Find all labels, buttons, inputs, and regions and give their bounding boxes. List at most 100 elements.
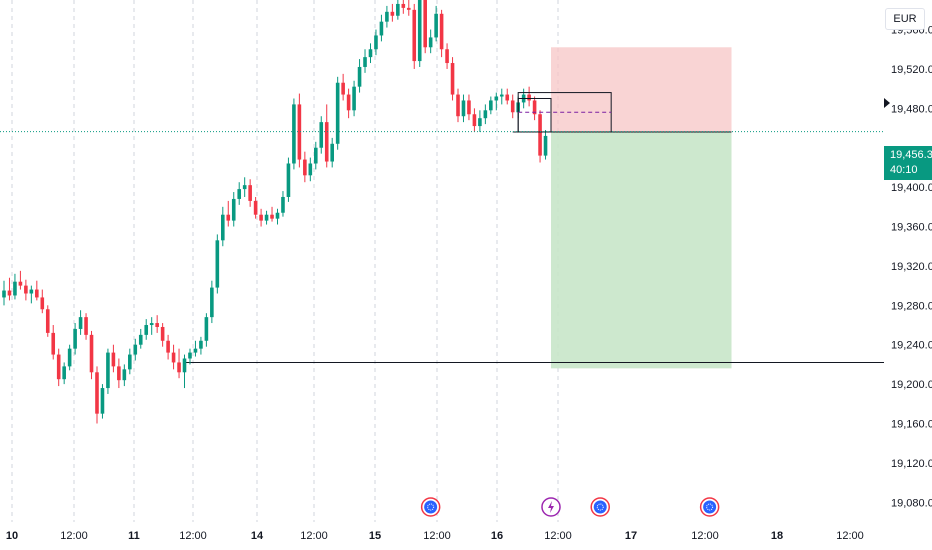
time-tick-label: 12:00	[300, 530, 328, 542]
candle-body	[29, 289, 34, 294]
candle-body	[84, 317, 88, 335]
candle-body	[111, 352, 116, 367]
candle	[35, 280, 39, 301]
candle	[494, 92, 499, 111]
position-zones[interactable]	[551, 47, 732, 369]
candle-body	[275, 212, 280, 219]
lightning-event-icon[interactable]	[541, 497, 561, 517]
candle	[538, 110, 542, 163]
candle	[445, 43, 449, 69]
candle-body	[89, 334, 94, 373]
time-tick-label: 12:00	[423, 530, 451, 542]
candle	[13, 273, 17, 300]
candle	[199, 336, 203, 355]
economic-event-icon[interactable]	[420, 497, 441, 517]
candle-body	[489, 100, 493, 111]
candle	[406, 0, 411, 16]
candle	[133, 338, 138, 361]
candle-body	[456, 94, 460, 117]
candle-body	[248, 185, 252, 201]
candle-body	[396, 3, 400, 16]
candle	[335, 76, 340, 150]
time-axis[interactable]: 10 12:00 11 12:00 14 12:00 15 12:00 16 12:00 17 12:…	[6, 530, 864, 542]
currency-button[interactable]: EUR	[885, 8, 925, 30]
candle-body	[56, 354, 61, 380]
time-tick-label: 12:00	[60, 530, 88, 542]
candle-body	[78, 317, 83, 329]
candle	[226, 200, 231, 227]
candle-body	[483, 110, 488, 119]
time-tick-label: 15	[369, 530, 381, 542]
candle	[95, 366, 99, 424]
candle	[242, 177, 247, 197]
candle-body	[259, 214, 263, 221]
candle-body	[363, 57, 367, 67]
current-price-badge: 19,456.3 40:10	[884, 146, 932, 180]
candle	[324, 104, 329, 168]
candle	[188, 348, 192, 365]
candle	[374, 29, 378, 56]
candle-body	[434, 13, 438, 38]
candle-body	[527, 94, 531, 101]
candle	[308, 157, 313, 182]
candle-body	[177, 362, 181, 373]
candle	[171, 344, 176, 370]
candle	[160, 323, 165, 347]
event-markers[interactable]	[420, 497, 720, 517]
candle	[84, 313, 88, 340]
candle	[434, 5, 438, 42]
candle-body	[171, 352, 176, 363]
price-tick-label: 19,480.0	[891, 103, 932, 115]
candle	[461, 94, 466, 123]
candle-body	[100, 388, 105, 414]
candle	[478, 110, 482, 132]
candle	[29, 285, 34, 304]
economic-event-icon[interactable]	[699, 497, 720, 517]
candle	[412, 3, 417, 69]
candle-body	[45, 309, 50, 333]
candle-body	[35, 289, 39, 298]
candle	[18, 270, 23, 290]
candle	[275, 208, 280, 225]
candle-body	[160, 326, 165, 341]
candle-body	[210, 287, 214, 318]
candle	[368, 43, 373, 64]
economic-event-icon[interactable]	[590, 497, 610, 517]
candle-body	[7, 290, 12, 296]
scroll-arrow-icon[interactable]	[884, 98, 890, 108]
time-tick-label: 12:00	[836, 530, 864, 542]
candle-body	[24, 285, 28, 294]
candle	[253, 196, 258, 219]
take-profit-zone[interactable]	[551, 131, 732, 369]
candle	[456, 88, 460, 123]
candle-body	[62, 366, 66, 380]
price-tick-label: 19,400.0	[891, 182, 932, 194]
candle-body	[73, 328, 77, 349]
time-tick-label: 11	[128, 530, 140, 542]
candle-body	[106, 352, 110, 389]
candle-body	[67, 348, 72, 367]
candle-body	[352, 86, 356, 111]
price-tick-label: 19,520.0	[891, 64, 932, 76]
candle	[259, 208, 263, 227]
price-tick-label: 19,080.0	[891, 497, 932, 509]
candle-body	[341, 82, 345, 95]
candle-body	[226, 214, 231, 221]
candle-body	[122, 369, 127, 381]
candle	[106, 348, 110, 394]
candle-body	[324, 122, 329, 162]
candle	[210, 280, 214, 324]
candle	[363, 49, 367, 73]
price-axis[interactable]: 19,560.019,520.019,480.019,400.019,360.0…	[891, 25, 932, 510]
candle	[248, 179, 252, 207]
candle-body	[281, 196, 285, 213]
candle-body	[357, 66, 362, 87]
candle	[24, 279, 28, 301]
stop-loss-zone[interactable]	[551, 47, 732, 132]
candle-body	[478, 118, 482, 127]
candle	[149, 317, 154, 335]
candle-body	[439, 13, 444, 50]
time-tick-label: 14	[251, 530, 264, 542]
candle-body	[117, 366, 121, 381]
